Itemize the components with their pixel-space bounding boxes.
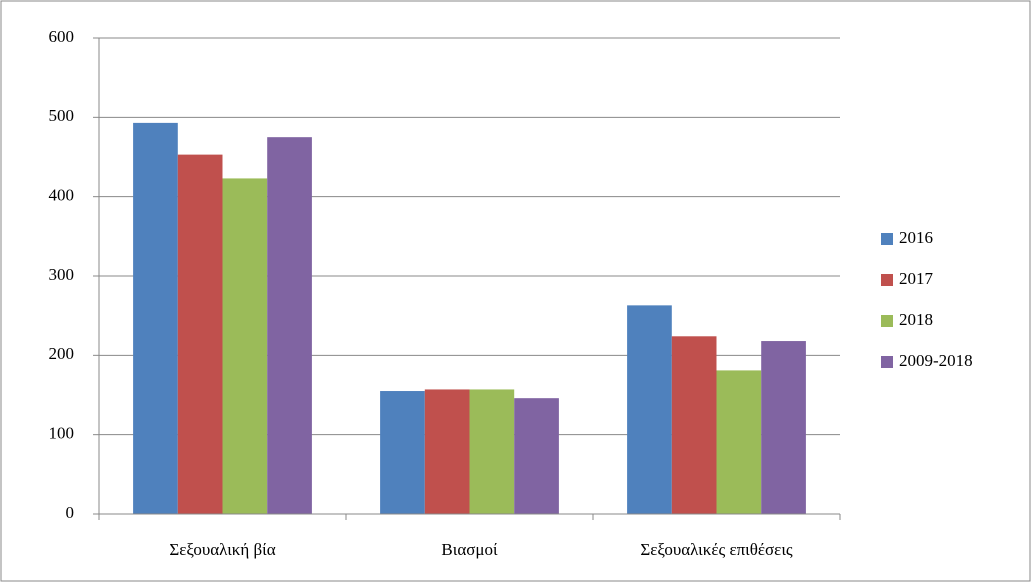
y-tick-label: 100 <box>49 424 75 443</box>
legend-label: 2016 <box>899 228 933 247</box>
x-tick-label: Σεξουαλική βία <box>169 540 275 559</box>
bar <box>469 389 515 514</box>
bar <box>514 398 559 514</box>
legend-label: 2017 <box>899 269 934 288</box>
legend-swatch <box>881 356 893 368</box>
legend-label: 2009-2018 <box>899 351 973 370</box>
bar <box>627 305 672 514</box>
x-tick-label: Βιασμοί <box>441 540 498 559</box>
bar <box>424 389 470 514</box>
x-tick-label: Σεξουαλικές επιθέσεις <box>640 540 793 559</box>
bar <box>380 391 425 514</box>
bar <box>761 341 806 514</box>
y-tick-label: 300 <box>49 265 75 284</box>
legend-swatch <box>881 274 893 286</box>
legend-swatch <box>881 233 893 245</box>
bar <box>671 336 717 514</box>
bar <box>133 122 178 515</box>
bar <box>716 370 762 514</box>
bar <box>267 137 312 514</box>
legend-label: 2018 <box>899 310 933 329</box>
y-tick-label: 400 <box>49 186 75 205</box>
legend-swatch <box>881 315 893 327</box>
bar <box>222 178 268 515</box>
bar <box>177 154 223 514</box>
y-tick-label: 0 <box>66 503 75 522</box>
y-tick-label: 500 <box>49 106 75 125</box>
y-tick-label: 200 <box>49 344 75 363</box>
y-tick-label: 600 <box>49 27 75 46</box>
